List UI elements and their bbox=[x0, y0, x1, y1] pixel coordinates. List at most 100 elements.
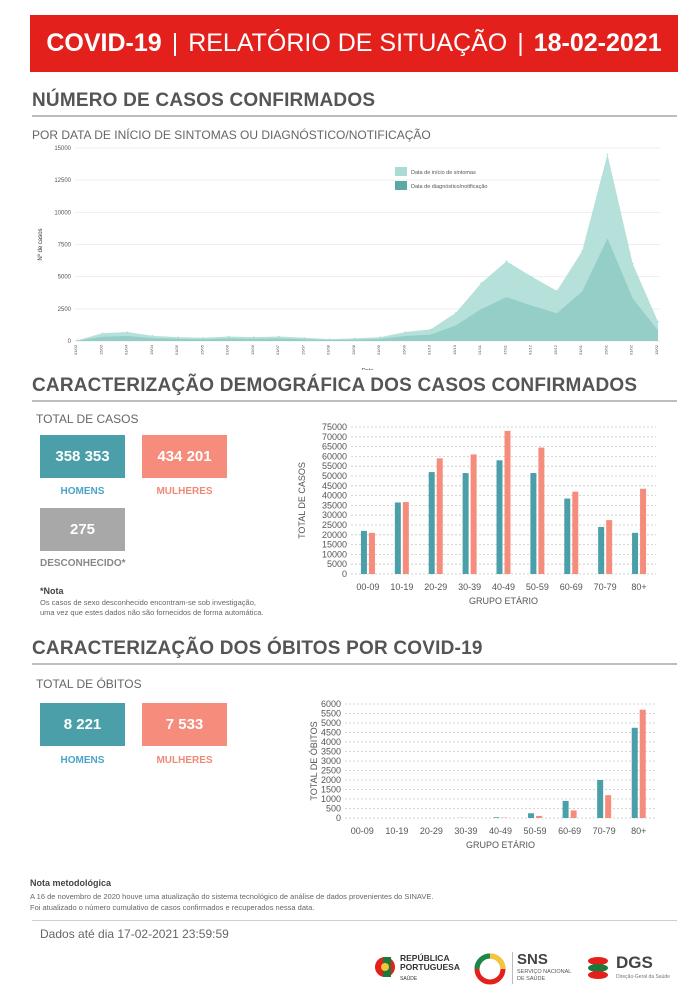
x-tick-label: 40-49 bbox=[489, 826, 512, 836]
logo2-main: SNS bbox=[517, 951, 548, 968]
bar-men bbox=[562, 800, 569, 818]
x-tick-label: 01/09 bbox=[376, 344, 381, 355]
republica-portuguesa-logo: REPÚBLICA PORTUGUESA SAÚDE bbox=[372, 950, 467, 988]
x-tick-label: 01/11 bbox=[477, 344, 482, 354]
x-tick-label: 15/04 bbox=[149, 344, 154, 355]
data-point bbox=[177, 336, 179, 338]
y-tick-label: 55000 bbox=[322, 461, 347, 471]
x-tick-label: 01/06 bbox=[225, 344, 230, 355]
legend-swatch-notification bbox=[395, 181, 407, 190]
y-tick-label: 50000 bbox=[322, 471, 347, 481]
y-axis-title: TOTAL DE ÓBITOS bbox=[309, 721, 319, 800]
y-axis-title: TOTAL DE CASOS bbox=[297, 462, 307, 539]
logo1-line-2: PORTUGUESA bbox=[400, 962, 460, 972]
men-cases-box: 358 353 bbox=[40, 435, 125, 478]
x-tick-label: 15/03 bbox=[98, 344, 103, 355]
x-tick-label: 10-19 bbox=[385, 826, 408, 836]
x-tick-label: 15/11 bbox=[502, 344, 507, 354]
bar-men bbox=[530, 473, 537, 574]
logo3-main: DGS bbox=[616, 953, 653, 972]
y-tick-label: 12500 bbox=[54, 178, 71, 184]
x-tick-label: 50-59 bbox=[526, 582, 549, 592]
y-tick-label: 4000 bbox=[321, 737, 341, 747]
y-tick-label: 40000 bbox=[322, 491, 347, 501]
data-point bbox=[354, 337, 356, 340]
women-cases-box: 434 201 bbox=[142, 435, 227, 478]
deaths-by-age-chart: 0500100015002000250030003500400045005000… bbox=[309, 699, 656, 850]
y-tick-label: 1500 bbox=[321, 785, 341, 795]
bar-men bbox=[394, 502, 401, 574]
data-point bbox=[126, 331, 129, 333]
bar-women bbox=[640, 488, 647, 574]
y-tick-label: 6000 bbox=[321, 699, 341, 709]
y-tick-label: 7500 bbox=[58, 243, 72, 249]
sns-logo: SNS SERVIÇO NACIONAL DE SAÚDE bbox=[474, 950, 574, 988]
unknown-cases-box: 275 bbox=[40, 508, 125, 551]
y-tick-label: 5000 bbox=[327, 559, 347, 569]
x-tick-label: 00-09 bbox=[356, 582, 379, 592]
data-point bbox=[101, 332, 104, 335]
y-tick-label: 30000 bbox=[322, 510, 347, 520]
unknown-cases-label: DESCONHECIDO* bbox=[40, 558, 126, 569]
y-tick-label: 65000 bbox=[322, 442, 347, 452]
men-deaths-label: HOMENS bbox=[60, 755, 105, 766]
women-deaths-box: 7 533 bbox=[142, 703, 227, 746]
x-tick-label: 15/07 bbox=[300, 344, 305, 355]
unknown-note-line-2: uma vez que estes dados não são fornecid… bbox=[40, 608, 264, 617]
women-deaths-label: MULHERES bbox=[156, 755, 213, 766]
y-tick-label: 70000 bbox=[322, 432, 347, 442]
data-point bbox=[657, 320, 659, 323]
bar-men bbox=[493, 817, 500, 818]
x-tick-label: 00-09 bbox=[351, 826, 374, 836]
x-tick-label: 15/08 bbox=[351, 344, 356, 355]
y-tick-label: 10000 bbox=[54, 210, 71, 216]
x-tick-label: 80+ bbox=[631, 826, 646, 836]
bar-men bbox=[428, 472, 435, 574]
y-tick-label: 0 bbox=[342, 569, 347, 579]
section-divider bbox=[32, 663, 677, 665]
bar-women bbox=[606, 520, 613, 574]
cases-by-age-chart: 0500010000150002000025000300003500040000… bbox=[297, 422, 656, 606]
x-tick-label: 40-49 bbox=[492, 582, 515, 592]
republica-emblem-icon bbox=[375, 957, 395, 977]
men-cases-label: HOMENS bbox=[60, 486, 105, 497]
x-tick-label: 15/10 bbox=[452, 344, 457, 355]
sns-emblem-icon bbox=[474, 953, 506, 985]
deaths-section-title: CARACTERIZAÇÃO DOS ÓBITOS POR COVID-19 bbox=[32, 638, 483, 659]
data-point bbox=[556, 290, 558, 292]
bar-women bbox=[639, 709, 646, 818]
y-tick-label: 0 bbox=[68, 339, 72, 345]
y-tick-label: 500 bbox=[326, 804, 341, 814]
section-divider bbox=[32, 400, 677, 402]
y-tick-label: 2500 bbox=[58, 307, 72, 313]
y-tick-label: 5500 bbox=[321, 709, 341, 719]
data-point bbox=[455, 311, 457, 314]
data-point bbox=[278, 335, 280, 338]
banner-title: COVID-19 bbox=[46, 29, 162, 57]
bar-men bbox=[598, 526, 605, 574]
logo2-sub-2: DE SAÚDE bbox=[517, 976, 546, 982]
y-tick-label: 20000 bbox=[322, 530, 347, 540]
y-tick-label: 15000 bbox=[322, 540, 347, 550]
x-tick-label: 15/09 bbox=[401, 344, 406, 355]
bar-men bbox=[631, 727, 638, 818]
demographics-section-title: CARACTERIZAÇÃO DEMOGRÁFICA DOS CASOS CON… bbox=[32, 375, 638, 396]
banner-separator: | bbox=[171, 29, 179, 57]
total-cases-label: TOTAL DE CASOS bbox=[36, 412, 139, 426]
unknown-note-line-1: Os casos de sexo desconhecido encontram-… bbox=[40, 598, 256, 607]
confirmed-subtitle: POR DATA DE INÍCIO DE SINTOMAS OU DIAGNÓ… bbox=[32, 128, 431, 142]
banner-subtitle: RELATÓRIO DE SITUAÇÃO bbox=[188, 29, 508, 57]
x-tick-label: 20-29 bbox=[420, 826, 443, 836]
logo2-sub-1: SERVIÇO NACIONAL bbox=[517, 969, 572, 975]
data-point bbox=[253, 336, 255, 338]
bar-women bbox=[536, 815, 543, 818]
banner-separator-2: | bbox=[517, 29, 524, 57]
y-tick-label: 75000 bbox=[322, 422, 347, 432]
y-tick-label: 5000 bbox=[58, 275, 72, 281]
footer-divider bbox=[32, 920, 677, 921]
data-point bbox=[404, 331, 407, 333]
men-deaths-box: 8 221 bbox=[40, 703, 125, 746]
bar-men bbox=[564, 498, 571, 574]
y-tick-label: 2000 bbox=[321, 775, 341, 785]
y-tick-label: 2500 bbox=[321, 766, 341, 776]
